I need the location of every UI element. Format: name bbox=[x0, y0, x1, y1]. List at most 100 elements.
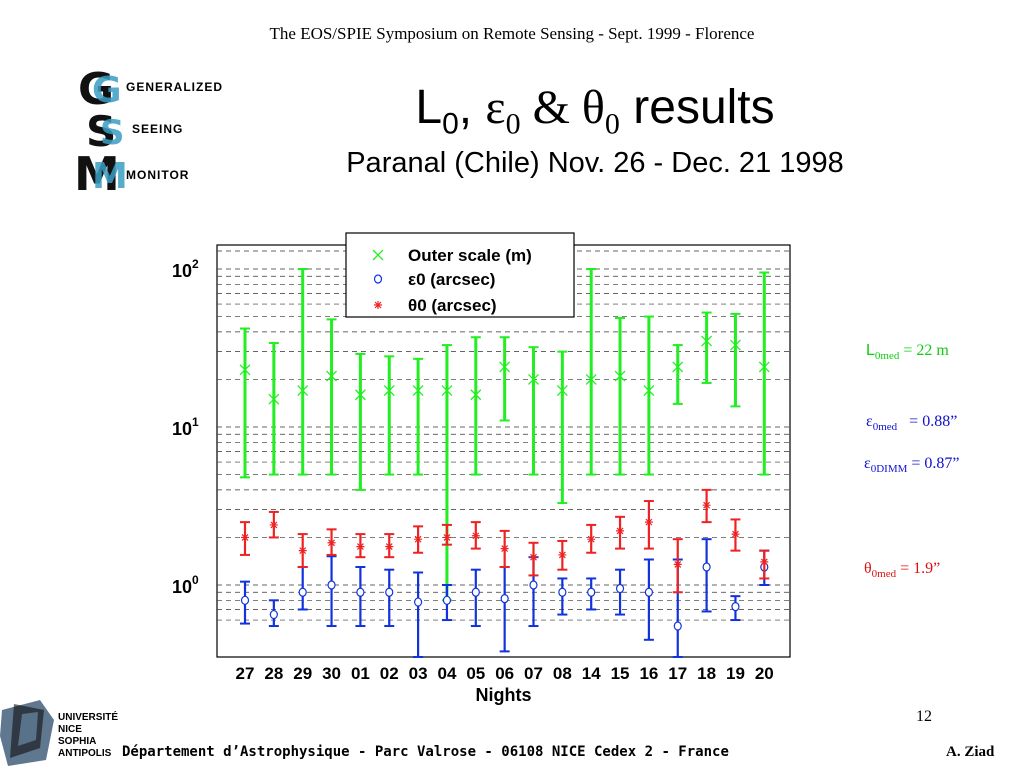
svg-text:G: G bbox=[78, 64, 114, 115]
x-tick-label: 20 bbox=[755, 664, 774, 683]
svg-text:S: S bbox=[100, 113, 125, 153]
slide-subtitle: Paranal (Chile) Nov. 26 - Dec. 21 1998 bbox=[346, 147, 844, 179]
epsilon0-point bbox=[327, 580, 336, 590]
university-logo-graphic bbox=[0, 700, 54, 766]
outer-scale-point bbox=[528, 373, 539, 385]
epsilon0-point bbox=[558, 587, 567, 597]
annotation-theta0-sub: 0med bbox=[871, 568, 897, 581]
logo-word-seeing: SEEING bbox=[132, 122, 184, 136]
outer-scale-point bbox=[239, 364, 251, 376]
svg-text:M: M bbox=[74, 147, 120, 200]
outer-scale-point bbox=[354, 389, 366, 401]
theta0-point bbox=[673, 560, 682, 569]
x-tick-label: 03 bbox=[409, 664, 428, 683]
slide-title: L0, ε0 & θ0 results bbox=[300, 80, 890, 142]
annotation-eps0dimm-value: = 0.87” bbox=[907, 455, 960, 472]
outer-scale-point bbox=[412, 385, 424, 397]
x-tick-label: 16 bbox=[639, 664, 658, 683]
epsilon0-point bbox=[529, 580, 538, 590]
annotation-l0-symbol: L bbox=[866, 342, 875, 359]
annotation-eps0dimm-sub: 0DIMM bbox=[870, 463, 908, 476]
theta0-point bbox=[356, 542, 365, 551]
title-theta: θ bbox=[581, 81, 605, 134]
epsilon0-point bbox=[587, 587, 596, 597]
y-tick-label: 101 bbox=[172, 415, 199, 439]
title-l: L bbox=[415, 81, 443, 134]
theta0-point bbox=[327, 538, 336, 547]
outer-scale-point bbox=[614, 370, 626, 382]
outer-scale-point bbox=[643, 385, 655, 397]
theta0-point bbox=[298, 546, 307, 555]
outer-scale-point bbox=[672, 361, 684, 373]
title-sep2: & bbox=[520, 81, 582, 134]
outer-scale-point bbox=[499, 361, 511, 373]
annotation-theta0-value: = 1.9” bbox=[896, 560, 941, 577]
page-number: 12 bbox=[916, 708, 932, 725]
university-logo: UNIVERSITÉ NICE SOPHIA ANTIPOLIS bbox=[0, 700, 122, 768]
x-tick-label: 06 bbox=[495, 664, 514, 683]
gsm-logo: G G S S M M GENERALIZED SEEING MONITOR bbox=[70, 62, 240, 201]
uni-logo-line2: NICE bbox=[58, 724, 82, 735]
annotation-eps0-median: ε0med = 0.88” bbox=[866, 413, 957, 433]
theta0-point bbox=[616, 526, 625, 535]
outer-scale-point bbox=[297, 385, 309, 397]
title-l-sub: 0 bbox=[442, 107, 459, 141]
legend-symbol-epsilon0 bbox=[373, 274, 383, 284]
y-tick-label: 100 bbox=[172, 573, 199, 597]
theta0-point bbox=[414, 535, 423, 544]
uni-logo-line4: ANTIPOLIS bbox=[58, 748, 112, 759]
svg-text:M: M bbox=[92, 156, 128, 197]
legend-label: Outer scale (m) bbox=[408, 246, 532, 265]
title-rest: results bbox=[619, 81, 775, 134]
x-tick-label: 27 bbox=[236, 664, 255, 683]
theta0-point bbox=[241, 533, 249, 542]
x-tick-label: 17 bbox=[668, 664, 687, 683]
y-tick-label: 102 bbox=[172, 257, 199, 281]
footer-department: Département d’Astrophysique - Parc Valro… bbox=[122, 744, 729, 760]
logo-word-monitor: MONITOR bbox=[126, 168, 190, 182]
epsilon0-point bbox=[269, 609, 278, 620]
theta0-point bbox=[702, 501, 711, 510]
svg-text:S: S bbox=[86, 107, 116, 156]
annotation-l0-value: = 22 m bbox=[899, 342, 949, 359]
epsilon0-point bbox=[673, 621, 682, 631]
x-tick-label: 05 bbox=[466, 664, 485, 683]
outer-scale-point bbox=[585, 373, 597, 385]
outer-scale-point bbox=[441, 385, 453, 397]
annotation-eps0-sub: 0med bbox=[872, 421, 898, 434]
epsilon0-point bbox=[240, 595, 250, 605]
legend-label: ε0 (arcsec) bbox=[408, 270, 495, 289]
x-axis-label: Nights bbox=[476, 685, 532, 705]
epsilon0-point bbox=[615, 583, 625, 594]
logo-word-generalized: GENERALIZED bbox=[126, 80, 224, 94]
legend-symbol-outer-scale bbox=[372, 249, 384, 261]
legend-label: θ0 (arcsec) bbox=[408, 296, 497, 315]
theta0-point bbox=[269, 520, 278, 529]
epsilon0-point bbox=[298, 587, 307, 597]
theta0-point bbox=[644, 518, 653, 527]
conference-header: The EOS/SPIE Symposium on Remote Sensing… bbox=[269, 24, 755, 43]
outer-scale-point bbox=[729, 339, 741, 351]
outer-scale-point bbox=[383, 385, 395, 397]
epsilon0-point bbox=[414, 597, 423, 607]
legend-symbol-theta0 bbox=[374, 301, 382, 309]
annotation-l0-sub: 0med bbox=[874, 350, 900, 363]
outer-scale-point bbox=[556, 385, 568, 397]
annotation-eps0dimm-symbol: ε bbox=[864, 455, 871, 472]
epsilon0-point bbox=[644, 587, 653, 597]
theta0-point bbox=[731, 530, 740, 539]
x-tick-label: 28 bbox=[264, 664, 283, 683]
uni-logo-line1: UNIVERSITÉ bbox=[58, 712, 119, 723]
x-tick-label: 08 bbox=[553, 664, 572, 683]
gsm-logo-graphic: G G S S M M bbox=[74, 64, 128, 201]
theta0-point bbox=[587, 535, 596, 544]
outer-scale-point bbox=[701, 335, 713, 347]
epsilon0-point bbox=[385, 587, 394, 597]
x-tick-label: 07 bbox=[524, 664, 543, 683]
theta0-point bbox=[558, 550, 567, 559]
theta0-point bbox=[385, 542, 394, 551]
x-tick-label: 18 bbox=[697, 664, 716, 683]
x-tick-label: 02 bbox=[380, 664, 399, 683]
theta0-point bbox=[500, 544, 509, 553]
epsilon0-point bbox=[500, 594, 509, 604]
